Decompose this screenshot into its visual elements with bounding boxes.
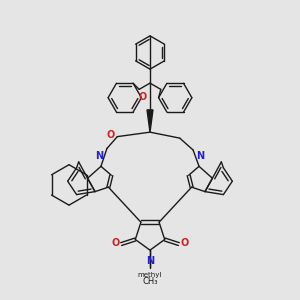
Text: CH₃: CH₃	[142, 277, 158, 286]
Polygon shape	[147, 110, 153, 132]
Text: N: N	[146, 256, 154, 266]
Text: O: O	[138, 92, 147, 101]
Text: O: O	[180, 238, 188, 248]
Text: methyl: methyl	[138, 272, 162, 278]
Text: N: N	[95, 151, 104, 161]
Text: O: O	[112, 238, 120, 248]
Text: O: O	[106, 130, 115, 140]
Text: N: N	[196, 151, 205, 161]
